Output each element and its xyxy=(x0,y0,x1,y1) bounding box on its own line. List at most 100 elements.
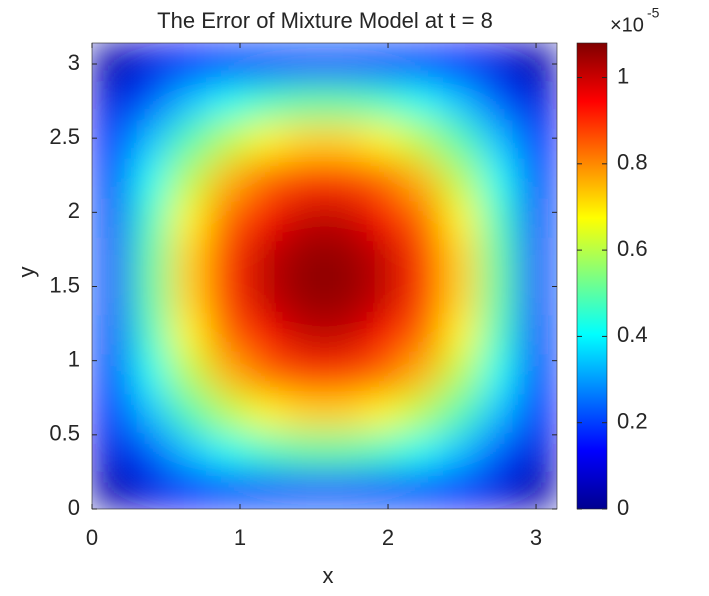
heat-cell xyxy=(169,276,209,316)
colorbar-exponent: -5 xyxy=(647,5,660,21)
heat-cell xyxy=(169,431,209,471)
heat-cell xyxy=(285,120,325,160)
heat-cell xyxy=(169,43,209,83)
heat-cell xyxy=(440,314,480,355)
heat-cell xyxy=(247,353,287,393)
heat-cell xyxy=(92,392,132,432)
heat-cell xyxy=(324,314,364,355)
heat-cell xyxy=(363,159,403,199)
colorbar-tick-label: 0.6 xyxy=(617,236,648,261)
heat-cell xyxy=(92,43,132,83)
heat-cell xyxy=(518,159,557,199)
heat-cell xyxy=(402,431,442,471)
heat-cell xyxy=(324,198,364,238)
heat-cell xyxy=(208,237,248,277)
heat-cell xyxy=(208,81,248,122)
heat-cell xyxy=(247,470,287,509)
heat-cell xyxy=(169,120,209,160)
heat-cell xyxy=(479,159,519,199)
heat-cell xyxy=(208,159,248,199)
heat-cell xyxy=(247,276,287,316)
heat-cell xyxy=(285,470,325,509)
heat-cell xyxy=(247,120,287,160)
heat-cell xyxy=(479,392,519,432)
heat-cell xyxy=(479,120,519,160)
heat-cell xyxy=(440,81,480,122)
heat-cell xyxy=(130,314,170,355)
heat-cell xyxy=(92,237,132,277)
heat-cell xyxy=(440,353,480,393)
heat-cell xyxy=(208,43,248,83)
heat-cell xyxy=(518,353,557,393)
heat-cell xyxy=(363,120,403,160)
heat-cell xyxy=(130,353,170,393)
heat-cell xyxy=(479,353,519,393)
heat-cell xyxy=(479,237,519,277)
heat-cell xyxy=(247,237,287,277)
heatmap xyxy=(92,43,557,509)
heat-cell xyxy=(324,353,364,393)
heat-cell xyxy=(247,159,287,199)
heat-cell xyxy=(440,392,480,432)
heat-cell xyxy=(402,392,442,432)
x-axis-label: x xyxy=(323,563,334,588)
heat-cell xyxy=(518,431,557,471)
heat-cell xyxy=(440,198,480,238)
heat-cell xyxy=(169,237,209,277)
y-tick-label: 3 xyxy=(68,50,80,75)
heat-cell xyxy=(363,392,403,432)
heat-cell xyxy=(208,431,248,471)
heat-cell xyxy=(130,431,170,471)
heat-cell xyxy=(402,314,442,355)
heat-cell xyxy=(402,43,442,83)
heat-cell xyxy=(285,431,325,471)
heat-cell xyxy=(247,81,287,122)
heat-cell xyxy=(363,470,403,509)
heat-cell xyxy=(247,431,287,471)
heat-cell xyxy=(324,276,364,316)
heat-cell xyxy=(92,314,132,355)
heat-cell xyxy=(402,198,442,238)
heat-cell xyxy=(363,198,403,238)
heat-cell xyxy=(324,43,364,83)
heat-cell xyxy=(285,276,325,316)
heat-cell xyxy=(92,120,132,160)
heat-cell xyxy=(479,314,519,355)
heat-cell xyxy=(518,43,557,83)
y-tick-label: 1.5 xyxy=(49,272,80,297)
heat-cell xyxy=(479,198,519,238)
heat-cell xyxy=(324,392,364,432)
heat-cell xyxy=(285,353,325,393)
y-tick-label: 0 xyxy=(68,495,80,520)
x-tick-label: 1 xyxy=(234,525,246,550)
heat-cell xyxy=(363,431,403,471)
heat-cell xyxy=(440,43,480,83)
heat-cell xyxy=(208,392,248,432)
heat-cell xyxy=(208,314,248,355)
y-tick-label: 1 xyxy=(68,346,80,371)
heat-cell xyxy=(285,159,325,199)
heat-cell xyxy=(130,43,170,83)
heat-cell xyxy=(324,237,364,277)
heat-cell xyxy=(285,43,325,83)
heat-cell xyxy=(363,314,403,355)
heat-cell xyxy=(518,120,557,160)
heat-cell xyxy=(363,81,403,122)
heat-cell xyxy=(363,43,403,83)
heat-cell xyxy=(440,431,480,471)
heat-cell xyxy=(324,159,364,199)
heat-cell xyxy=(92,353,132,393)
heat-cell xyxy=(324,470,364,509)
heat-cell xyxy=(208,470,248,509)
heat-cell xyxy=(479,431,519,471)
heat-cell xyxy=(440,470,480,509)
y-tick-label: 0.5 xyxy=(49,421,80,446)
heat-cell xyxy=(479,81,519,122)
colorbar-tick-label: 0.2 xyxy=(617,409,648,434)
heat-cell xyxy=(402,276,442,316)
heat-cell xyxy=(402,353,442,393)
x-tick-label: 3 xyxy=(530,525,542,550)
heat-cell xyxy=(324,120,364,160)
colorbar-tick-label: 0.4 xyxy=(617,322,648,347)
heat-cell xyxy=(169,314,209,355)
